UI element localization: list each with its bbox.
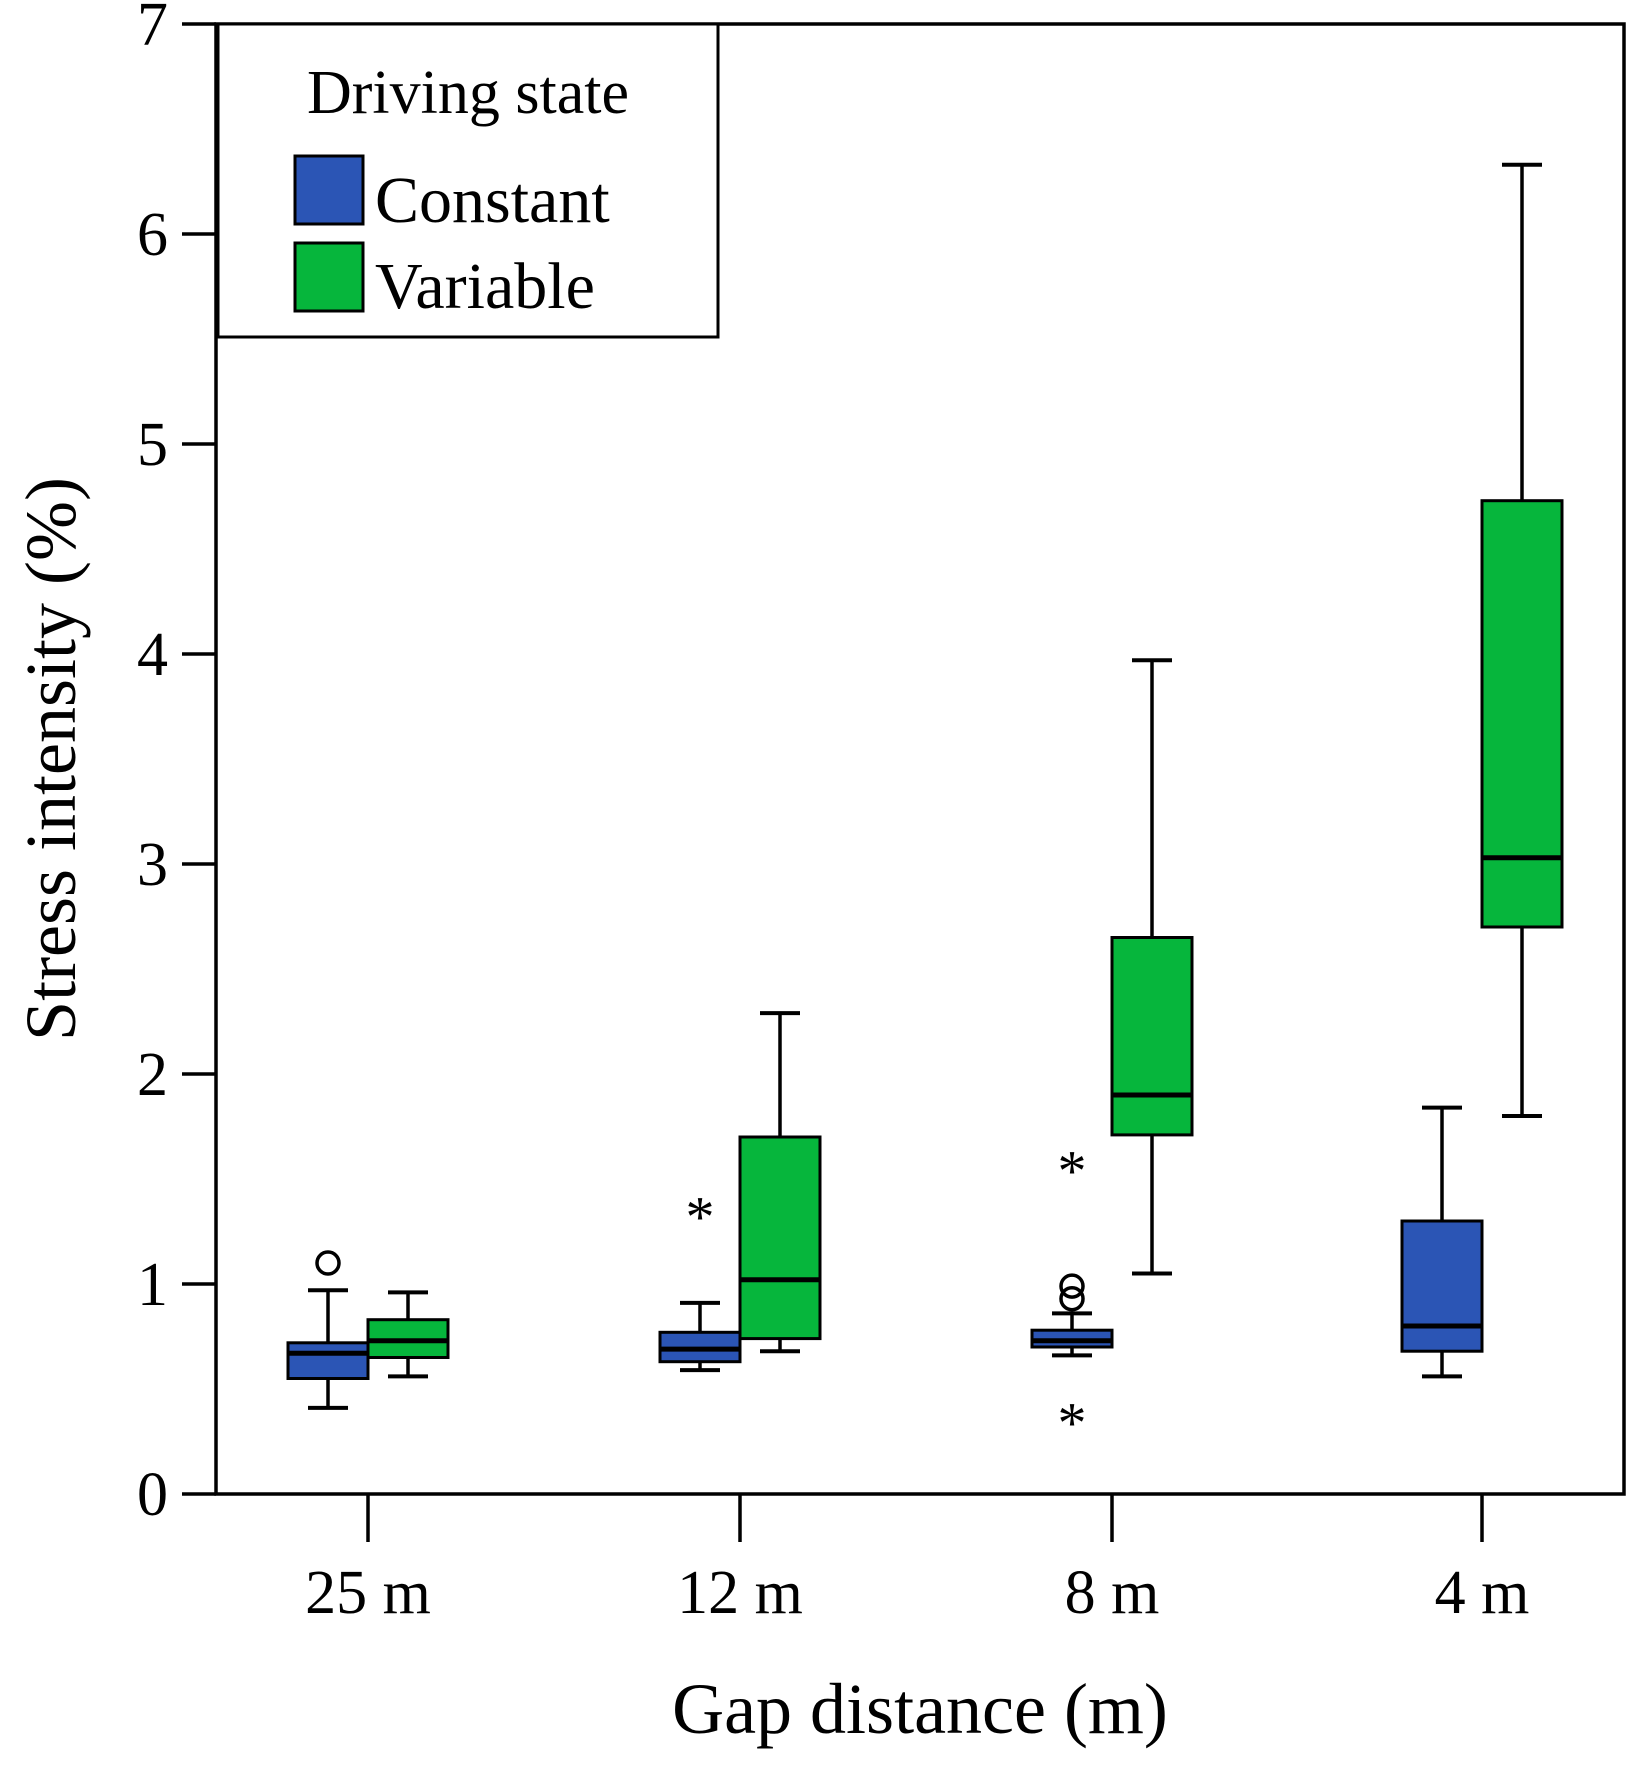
y-tick-label-6: 6 (137, 201, 168, 269)
iqr-box-variable-8-m (1110, 936, 1194, 1137)
legend-swatch-constant (293, 154, 365, 226)
y-tick-label-1: 1 (137, 1251, 168, 1319)
box-constant-4-m (1400, 1105, 1484, 1379)
y-tick-label-2: 2 (137, 1041, 168, 1109)
legend-label-constant: Constant (375, 164, 610, 237)
x-tick-label-25-m: 25 m (305, 1559, 431, 1627)
plot-frame (214, 22, 1626, 1496)
y-tick-label-5: 5 (137, 411, 168, 479)
outlier-constant-8-m-3 (1059, 1273, 1085, 1299)
iqr-box-variable-12-m (738, 1135, 822, 1341)
y-tick-label-7: 7 (137, 0, 168, 59)
x-tick-label-8-m: 8 m (1065, 1559, 1160, 1627)
box-constant-12-m (658, 1300, 742, 1373)
legend-title: Driving state (307, 59, 629, 127)
outlier-constant-8-m-4 (1059, 1285, 1085, 1312)
legend-swatch-variable (293, 241, 365, 313)
plot-content: * * * (286, 162, 1564, 1455)
iqr-box-constant-4-m (1400, 1219, 1484, 1353)
outlier-constant-25-m-0 (315, 1250, 341, 1276)
legend-label-variable: Variable (375, 250, 595, 323)
legend: Driving state Constant Variable (216, 22, 720, 339)
y-tick-label-3: 3 (137, 831, 168, 899)
y-axis: 0 1 2 3 4 5 6 7 (137, 0, 216, 1529)
y-tick-label-4: 4 (137, 621, 168, 689)
y-tick-label-0: 0 (137, 1461, 168, 1529)
box-variable-12-m (738, 1011, 822, 1354)
box-variable-4-m (1480, 162, 1564, 1118)
box-variable-8-m (1110, 658, 1194, 1276)
outlier-constant-8-m-2: * (1058, 1138, 1087, 1203)
x-tick-label-12-m: 12 m (677, 1559, 803, 1627)
box-constant-8-m (1030, 1311, 1114, 1358)
iqr-box-constant-25-m (286, 1341, 370, 1381)
outlier-constant-12-m-1: * (686, 1185, 715, 1250)
box-constant-25-m (286, 1288, 370, 1410)
box-variable-25-m (366, 1290, 450, 1379)
iqr-box-variable-4-m (1480, 499, 1564, 929)
x-axis-title: Gap distance (m) (672, 1669, 1168, 1749)
x-axis: 25 m 12 m 8 m 4 m (305, 1494, 1529, 1627)
outlier-constant-8-m-5: * (1058, 1390, 1087, 1455)
y-axis-title: Stress intensity (%) (11, 477, 91, 1041)
x-tick-label-4-m: 4 m (1435, 1559, 1530, 1627)
